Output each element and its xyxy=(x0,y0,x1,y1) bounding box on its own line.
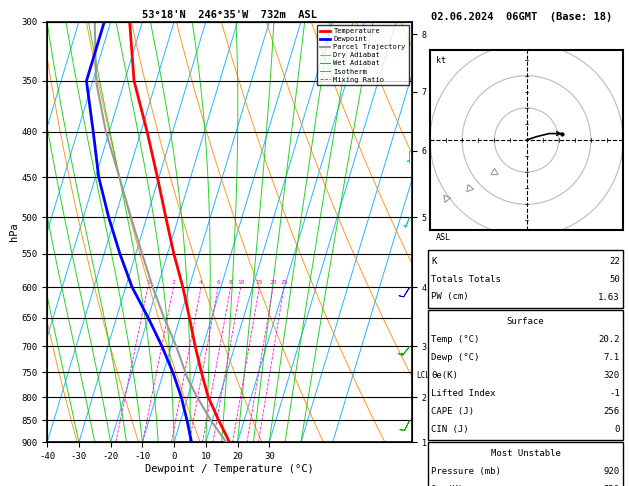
Text: 02.06.2024  06GMT  (Base: 18): 02.06.2024 06GMT (Base: 18) xyxy=(431,12,613,22)
Text: Pressure (mb): Pressure (mb) xyxy=(431,467,501,475)
Text: 256: 256 xyxy=(604,406,620,416)
Text: 8: 8 xyxy=(229,279,233,285)
Text: 15: 15 xyxy=(255,279,263,285)
Legend: Temperature, Dewpoint, Parcel Trajectory, Dry Adiabat, Wet Adiabat, Isotherm, Mi: Temperature, Dewpoint, Parcel Trajectory… xyxy=(317,25,408,86)
Text: Surface: Surface xyxy=(507,316,544,326)
Text: Totals Totals: Totals Totals xyxy=(431,275,501,283)
Text: © weatheronline.co.uk: © weatheronline.co.uk xyxy=(473,466,578,475)
Text: 20: 20 xyxy=(269,279,277,285)
Text: 22: 22 xyxy=(609,257,620,265)
Text: 25: 25 xyxy=(280,279,287,285)
Text: 2: 2 xyxy=(172,279,175,285)
Text: θe(K): θe(K) xyxy=(431,370,458,380)
Text: 6: 6 xyxy=(216,279,220,285)
X-axis label: Dewpoint / Temperature (°C): Dewpoint / Temperature (°C) xyxy=(145,464,314,474)
Text: 920: 920 xyxy=(604,467,620,475)
Text: CIN (J): CIN (J) xyxy=(431,424,469,434)
Text: 20.2: 20.2 xyxy=(598,334,620,344)
Text: 10: 10 xyxy=(237,279,245,285)
Text: 0: 0 xyxy=(615,424,620,434)
Text: LCL: LCL xyxy=(416,370,430,380)
Text: Most Unstable: Most Unstable xyxy=(491,449,560,457)
Title: 53°18'N  246°35'W  732m  ASL: 53°18'N 246°35'W 732m ASL xyxy=(142,10,317,20)
Text: kt: kt xyxy=(437,56,447,65)
Text: 50: 50 xyxy=(609,275,620,283)
Text: 4: 4 xyxy=(199,279,203,285)
Y-axis label: hPa: hPa xyxy=(9,223,18,242)
Text: 1: 1 xyxy=(146,279,150,285)
Text: 7.1: 7.1 xyxy=(604,352,620,362)
Text: 320: 320 xyxy=(604,370,620,380)
Text: Temp (°C): Temp (°C) xyxy=(431,334,479,344)
Y-axis label: km
ASL: km ASL xyxy=(436,223,451,242)
Text: PW (cm): PW (cm) xyxy=(431,293,469,301)
Text: Lifted Index: Lifted Index xyxy=(431,388,496,398)
Text: -1: -1 xyxy=(609,388,620,398)
Text: θe (K): θe (K) xyxy=(431,485,464,486)
Text: CAPE (J): CAPE (J) xyxy=(431,406,474,416)
Text: K: K xyxy=(431,257,437,265)
Text: Dewp (°C): Dewp (°C) xyxy=(431,352,479,362)
Text: 320: 320 xyxy=(604,485,620,486)
Text: 1.63: 1.63 xyxy=(598,293,620,301)
